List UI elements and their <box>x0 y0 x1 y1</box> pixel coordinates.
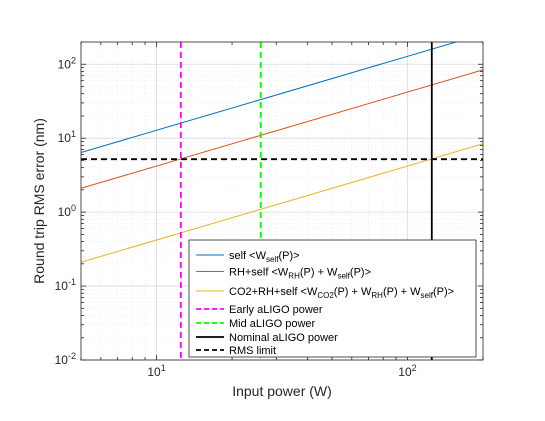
axis-ticks <box>80 41 484 361</box>
legend: self <Wself(P)> RH+self <WRH(P) + Wself(P… <box>188 239 477 358</box>
y-tick-label: 101 <box>58 129 76 145</box>
legend-label-nominal: Nominal aLIGO power <box>229 332 338 344</box>
legend-label-series-co2-rh-self: CO2+RH+self <WCO2(P) + WRH(P) + Wself(P)… <box>229 286 454 300</box>
y-tick-label: 100 <box>58 203 76 219</box>
y-axis-label: Round trip RMS error (nm) <box>31 118 47 284</box>
y-tick-label: 10-1 <box>55 277 76 293</box>
legend-label-series-self: self <Wself(P)> <box>229 250 300 264</box>
series-line-self <box>81 42 458 154</box>
x-axis-label: Input power (W) <box>232 383 332 399</box>
series-line-co2-rh-self <box>81 143 483 263</box>
legend-label-mid: Mid aLIGO power <box>229 318 316 330</box>
legend-label-series-rh-self: RH+self <WRH(P) + Wself(P)> <box>229 267 371 281</box>
legend-label-rms-limit: RMS limit <box>229 345 276 357</box>
y-tick-label: 10-2 <box>55 351 76 367</box>
axes-box <box>80 41 484 361</box>
y-tick-label: 102 <box>58 55 76 71</box>
legend-label-early: Early aLIGO power <box>229 304 323 316</box>
tick-labels: 101 102 10-2 10-1 100 101 102 <box>55 55 417 379</box>
x-tick-label: 102 <box>398 363 416 379</box>
series-line-rh-self <box>81 69 483 189</box>
legend-box <box>188 239 477 358</box>
x-tick-label: 101 <box>147 363 165 379</box>
